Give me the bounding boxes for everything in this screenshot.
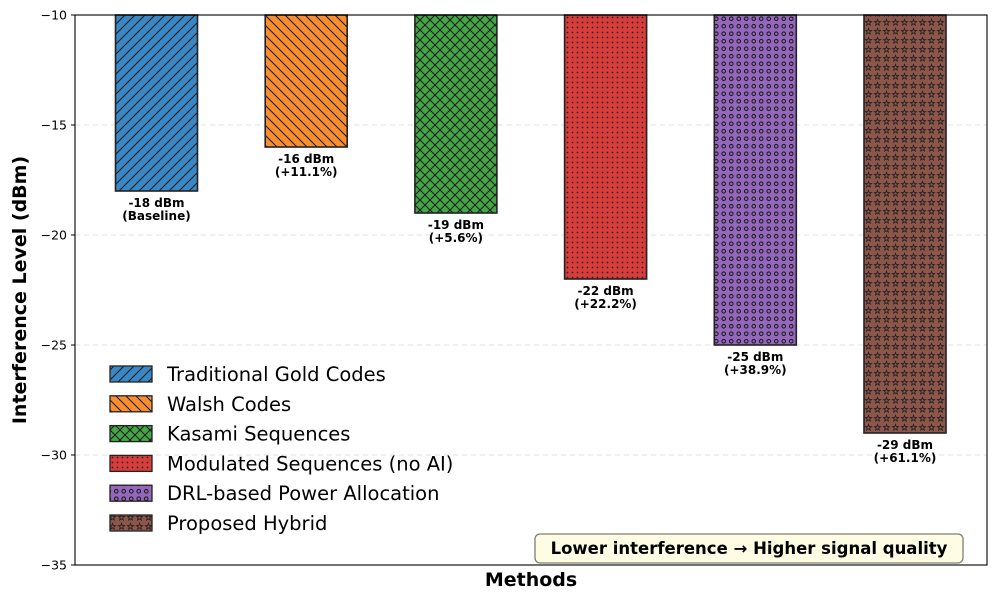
legend-label: Walsh Codes	[167, 393, 291, 416]
y-tick-label: −25	[41, 338, 67, 353]
legend-swatch	[109, 424, 153, 443]
legend-label: Proposed Hybrid	[167, 512, 327, 535]
bars	[114, 14, 947, 434]
bar-value-label: -18 dBm	[128, 196, 184, 210]
bar-labels: -18 dBm(Baseline)-16 dBm(+11.1%)-19 dBm(…	[122, 152, 936, 465]
annotation-background	[534, 533, 964, 564]
annotation-text: Lower interference → Higher signal quali…	[551, 539, 948, 558]
y-tick-label: −20	[41, 228, 67, 243]
y-tick-label: −15	[41, 118, 67, 133]
legend-label: Traditional Gold Codes	[166, 363, 386, 386]
bar-value-label: -19 dBm	[428, 218, 484, 232]
bar-value-label: -29 dBm	[877, 438, 933, 452]
x-axis-title: Methods	[485, 569, 577, 591]
legend-swatch	[109, 514, 153, 532]
bar-change-label: (+61.1%)	[874, 451, 937, 465]
bar-3	[414, 14, 498, 214]
legend-label: Modulated Sequences (no AI)	[167, 452, 453, 475]
legend-swatch	[109, 395, 153, 413]
bar-change-label: (+22.2%)	[574, 297, 637, 311]
bar-6	[863, 14, 947, 434]
legend: Traditional Gold Codes Walsh Codes Kasami …	[109, 363, 453, 535]
bar-2	[264, 14, 349, 148]
y-tick-label: −30	[41, 448, 67, 463]
annotation-box: Lower interference → Higher signal quali…	[534, 533, 964, 564]
bar-value-label: -22 dBm	[578, 284, 634, 298]
y-axis: −10 −15 −20 −25 −30 −35	[41, 8, 75, 573]
bar-4	[563, 14, 648, 280]
legend-swatch	[109, 365, 153, 383]
plot-frame	[74, 14, 988, 566]
legend-swatch	[109, 454, 153, 473]
bar-change-label: (+5.6%)	[429, 231, 483, 245]
bar-change-label: (Baseline)	[122, 209, 190, 223]
legend-label: DRL-based Power Allocation	[167, 482, 439, 505]
bar-change-label: (+38.9%)	[724, 363, 787, 377]
bar-1	[114, 14, 199, 192]
y-axis-title: Interference Level (dBm)	[9, 156, 31, 424]
bar-value-label: -25 dBm	[727, 350, 783, 364]
legend-label: Kasami Sequences	[167, 423, 350, 446]
y-tick-label: −35	[41, 558, 67, 573]
bar-change-label: (+11.1%)	[275, 165, 338, 179]
y-tick-label: −10	[41, 8, 67, 23]
bar-5	[713, 14, 798, 346]
bar-value-label: -16 dBm	[278, 152, 334, 166]
legend-swatch	[109, 484, 153, 502]
